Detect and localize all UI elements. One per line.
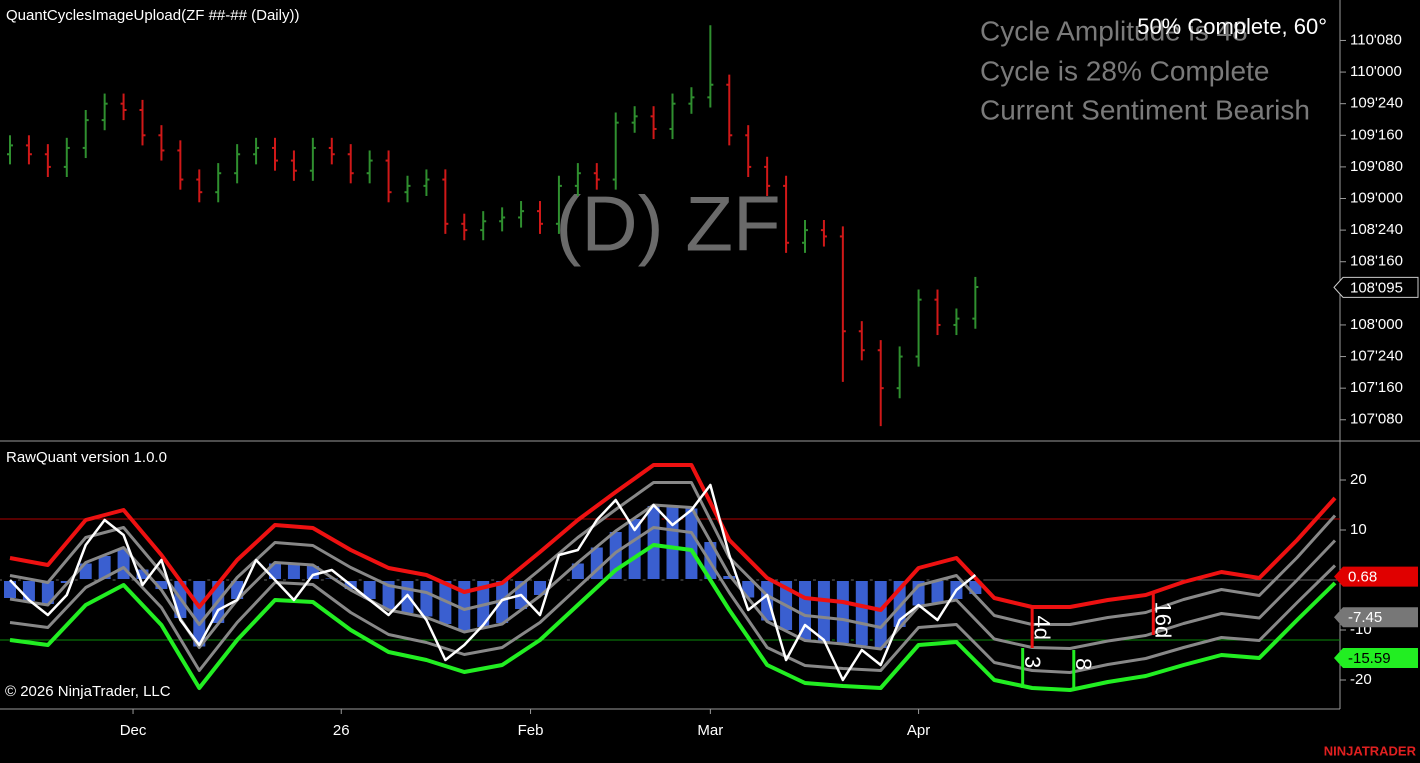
value-tag-label: 0.68: [1348, 569, 1377, 586]
x-tick-label: Mar: [697, 722, 723, 739]
info-line: Cycle is 28% Complete: [980, 55, 1269, 86]
histogram-bar: [267, 561, 283, 581]
cycle-marker-label: 4d: [1029, 616, 1054, 640]
x-tick-label: Feb: [518, 722, 544, 739]
info-line: Current Sentiment Bearish: [980, 94, 1310, 125]
y-tick-label: 107'240: [1350, 348, 1403, 365]
value-tag-label: -15.59: [1348, 650, 1391, 667]
y-tick-label: 109'080: [1350, 158, 1403, 175]
histogram-bar: [872, 579, 889, 650]
value-tag-label: -7.45: [1348, 609, 1382, 626]
histogram-bar: [853, 579, 870, 648]
band-line: [9, 463, 1337, 612]
chart-title: QuantCyclesImageUpload(ZF ##-## (Daily)): [6, 7, 299, 24]
histogram-bar: [626, 517, 643, 581]
band-line: [9, 543, 1337, 692]
price-tag: [1333, 276, 1419, 298]
watermark: (D) ZF: [555, 180, 780, 268]
y-tick-label: -20: [1350, 671, 1372, 688]
brand: NINJATRADER: [1324, 743, 1417, 758]
band-line: [9, 503, 1337, 651]
cycle-marker-label: 16d: [1150, 602, 1175, 639]
band-line: [9, 481, 1337, 629]
histogram-bar: [929, 579, 946, 605]
y-tick-label: 109'160: [1350, 126, 1403, 143]
info-line: Cycle Amplitude is 48: [980, 15, 1248, 46]
y-tick-label: 110'080: [1350, 31, 1402, 48]
y-tick-label: 109'240: [1350, 95, 1403, 112]
histogram-bar: [815, 579, 832, 644]
y-tick-label: 108'240: [1350, 221, 1403, 238]
histogram-bar: [285, 562, 302, 581]
histogram-bar: [2, 579, 18, 600]
y-tick-label: 108'160: [1350, 253, 1403, 270]
y-tick-label: 107'080: [1350, 411, 1403, 428]
price-tag-label: 108'095: [1350, 279, 1403, 296]
cycle-marker-label: 8: [1071, 658, 1096, 670]
y-tick-label: 10: [1350, 521, 1367, 538]
copyright: © 2026 NinjaTrader, LLC: [5, 683, 171, 700]
y-tick-label: 20: [1350, 471, 1367, 488]
histogram-bar: [664, 505, 681, 581]
value-tag: [1334, 607, 1418, 628]
band-line: [9, 526, 1337, 674]
cycle-marker-label: 3: [1020, 656, 1045, 668]
x-tick-label: Dec: [120, 722, 147, 739]
value-tag: [1334, 566, 1418, 587]
panel-title: RawQuant version 1.0.0: [6, 449, 167, 466]
histogram-bar: [797, 579, 813, 642]
y-tick-label: 107'160: [1350, 379, 1403, 396]
histogram-bar: [834, 579, 851, 645]
histogram-bar: [77, 561, 94, 581]
histogram-bar: [645, 504, 662, 581]
status: 50% Complete, 60°: [1137, 14, 1327, 39]
y-tick-label: 108'000: [1350, 316, 1403, 333]
raw-line: [9, 483, 977, 682]
x-tick-label: 26: [333, 722, 350, 739]
x-tick-label: Apr: [907, 722, 930, 739]
value-tag: [1334, 647, 1418, 668]
y-tick-label: 109'000: [1350, 189, 1403, 206]
y-tick-label: 110'000: [1350, 63, 1402, 80]
